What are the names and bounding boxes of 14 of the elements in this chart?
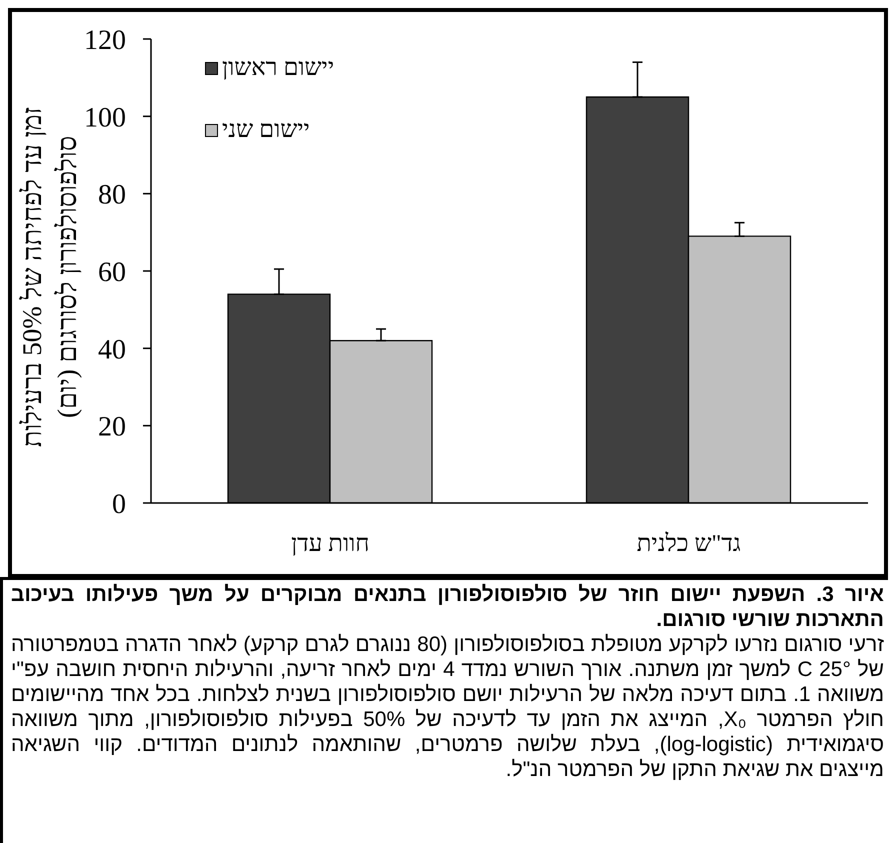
legend-label: יישום שני bbox=[222, 116, 310, 144]
y-tick-label: 60 bbox=[98, 256, 126, 288]
y-tick-label: 80 bbox=[98, 180, 126, 211]
y-tick-label: 20 bbox=[98, 412, 126, 443]
y-tick-label: 100 bbox=[84, 102, 126, 134]
y-axis-title: זמן עד לפחיתה של 50% ברעילות סולפוסולפורון לסורגום (יום) bbox=[17, 106, 82, 448]
text: זרעי סורגום נזרעו לקרקע מטופלת בסולפוסולפורון (80 ננוגרם לגרם קרקע) לאחר הדגרה בטמפרטורה של 25° C למשך זמן משתנה. אורך השורש נמדד 4 ימים לאחר זריעה, והרעילות היחסית חושבה עפ"י משוואה 1. בתום דעיכה מלאה של הרעילות יושם סולפוסולפורון בשנית לצלחות. בכל אחד מהיישומים חולץ הפרמטר X₀, המייצג את הזמן עד לדעיכה של 50% בפעילות סולפוסולפורון, מתוך משוואה סיגמואידית (log-logistic), בעלת שלושה פרמטרים, שהותאמה לנתונים המדודים. קווי השגיאה מייצגים את שגיאת התקן של הפרמטר הנ"ל. bbox=[11, 632, 884, 782]
y-tick-label: 40 bbox=[98, 334, 126, 366]
y-tick-label: 0 bbox=[112, 488, 126, 520]
y-tick-label: 120 bbox=[84, 24, 126, 56]
legend-label: יישום ראשון bbox=[222, 54, 334, 82]
x-tick-label: חוות עדן bbox=[291, 531, 370, 558]
text: איור 3. השפעת יישום חוזר של סולפוסולפורון בתנאים מבוקרים על משך פעילותו בעיכוב התארכות שורשי סורגום. bbox=[11, 582, 884, 632]
x-tick-label: גד"ש כלנית bbox=[636, 531, 741, 558]
